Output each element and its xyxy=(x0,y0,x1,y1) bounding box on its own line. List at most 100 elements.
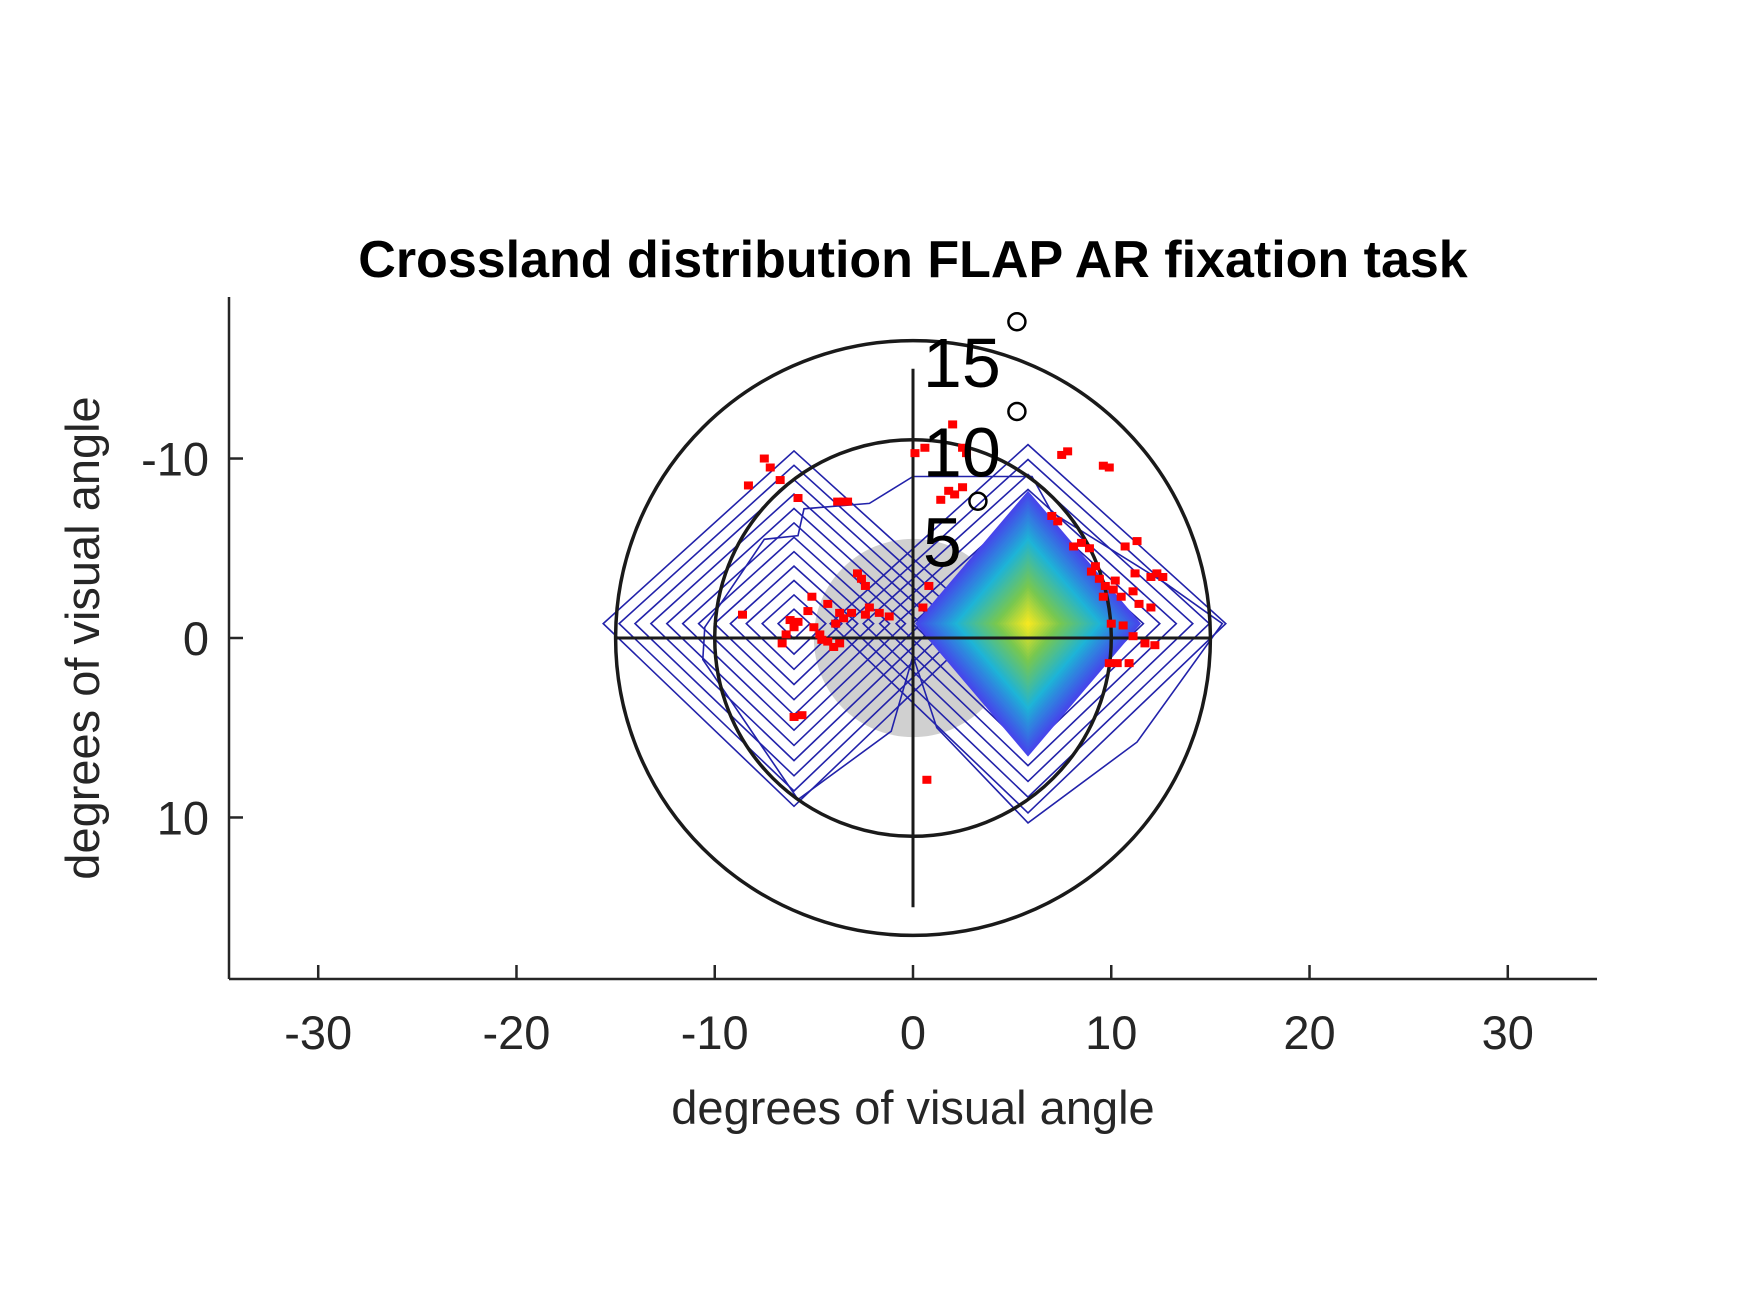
density-level xyxy=(1025,620,1031,627)
x-tick-label: -20 xyxy=(483,1006,551,1059)
fixation-point xyxy=(843,497,853,506)
fixation-point xyxy=(1110,576,1120,585)
fixation-point xyxy=(1084,544,1094,553)
fixation-points-layer xyxy=(737,420,1168,784)
chart-title: Crossland distribution FLAP AR fixation … xyxy=(358,231,1468,289)
fixation-point xyxy=(833,497,843,506)
fixation-point xyxy=(1124,659,1134,668)
fixation-point xyxy=(948,420,958,429)
contour-line xyxy=(697,536,891,717)
fixation-point xyxy=(962,449,972,458)
fixation-point xyxy=(1130,569,1140,578)
fixation-point xyxy=(1100,581,1110,590)
fixation-point xyxy=(803,607,813,616)
fixation-point xyxy=(950,490,960,499)
fixation-point xyxy=(856,574,866,583)
x-tick-label: 20 xyxy=(1283,1006,1335,1059)
y-tick-label: 10 xyxy=(157,791,209,844)
fixation-point xyxy=(874,608,884,617)
contour-line xyxy=(681,521,907,732)
y-axis-label: degrees of visual angle xyxy=(56,396,109,879)
fixation-point xyxy=(920,443,930,452)
crosshair-layer xyxy=(615,368,1211,908)
fixation-point xyxy=(777,639,787,648)
fixation-point xyxy=(809,623,819,632)
x-tick-label: 10 xyxy=(1085,1006,1137,1059)
degree-symbol-icon xyxy=(1007,401,1027,422)
fixation-point xyxy=(936,495,946,504)
fixation-point xyxy=(1158,572,1168,581)
fixation-point xyxy=(860,610,870,619)
fixation-point xyxy=(1140,639,1150,648)
fixation-point xyxy=(852,569,862,578)
fixation-point xyxy=(815,630,825,639)
fixation-point xyxy=(924,581,934,590)
fixation-point xyxy=(775,476,785,485)
fixation-point xyxy=(781,630,791,639)
x-axis-label: degrees of visual angle xyxy=(671,1081,1154,1134)
ring-label-15: 15 xyxy=(923,324,1001,402)
fixation-point xyxy=(1128,587,1138,596)
fixation-point xyxy=(958,483,968,492)
fixation-point xyxy=(1106,619,1116,628)
fixation-point xyxy=(884,612,894,621)
fixation-point xyxy=(1118,621,1128,630)
x-tick-label: -10 xyxy=(681,1006,749,1059)
fixation-point xyxy=(1057,450,1067,459)
contour-line xyxy=(745,579,843,671)
fixation-point xyxy=(918,603,928,612)
degree-symbol-icon xyxy=(1007,312,1027,332)
fixation-point xyxy=(765,463,775,472)
fixation-point xyxy=(944,486,954,495)
contour-outer-line xyxy=(701,475,1224,824)
fixation-point xyxy=(1094,574,1104,583)
fixation-point xyxy=(839,614,849,623)
fixation-point xyxy=(922,775,932,784)
fixation-point xyxy=(759,454,769,463)
fixation-point xyxy=(737,610,747,619)
fixation-point xyxy=(1108,585,1118,594)
contour-line xyxy=(862,473,1194,783)
fixation-point xyxy=(793,494,803,503)
fixation-point xyxy=(797,711,807,720)
fixation-point xyxy=(1146,603,1156,612)
fixation-point xyxy=(793,617,803,626)
fixation-point xyxy=(1146,572,1156,581)
fixation-point xyxy=(789,623,799,632)
fixation-point xyxy=(823,637,833,646)
x-tick-label: 0 xyxy=(900,1006,926,1059)
fixation-point xyxy=(958,443,968,452)
fixation-point xyxy=(1112,659,1122,668)
x-tick-label: -30 xyxy=(284,1006,352,1059)
fixation-point xyxy=(1134,599,1144,608)
fixation-point xyxy=(910,449,920,458)
y-tick-label: -10 xyxy=(141,433,209,486)
plot-area xyxy=(602,338,1227,938)
fixation-point xyxy=(1047,511,1057,520)
fixation-point xyxy=(743,481,753,490)
fixation-point xyxy=(1086,567,1096,576)
fixation-point xyxy=(864,603,874,612)
fixation-point xyxy=(860,581,870,590)
fixation-point xyxy=(1104,659,1114,668)
fixation-point xyxy=(817,635,827,644)
fixation-point xyxy=(1120,542,1130,551)
fixation-point xyxy=(823,599,833,608)
fixation-point xyxy=(785,616,795,625)
fixation-point xyxy=(1128,632,1138,641)
fixation-point xyxy=(835,608,845,617)
fixation-point xyxy=(1098,461,1108,470)
contour-line xyxy=(829,443,1227,815)
x-ticks: -30 -20 -10 0 10 20 30 xyxy=(284,965,1534,1059)
contour-line xyxy=(878,488,1178,767)
ring-label-5: 5 xyxy=(923,503,962,581)
fixation-point xyxy=(1116,592,1126,601)
fixation-point xyxy=(829,642,839,651)
fixation-point xyxy=(1053,517,1063,526)
fixation-point xyxy=(1098,592,1108,601)
fixation-point xyxy=(835,639,845,648)
fixation-point xyxy=(807,592,817,601)
x-tick-label: 30 xyxy=(1482,1006,1534,1059)
fixation-point xyxy=(1090,562,1100,571)
